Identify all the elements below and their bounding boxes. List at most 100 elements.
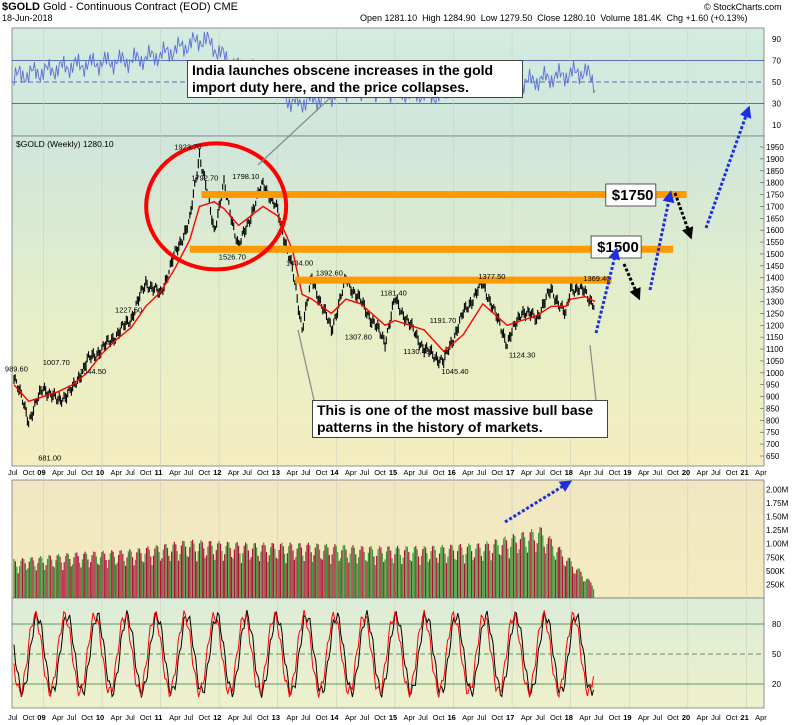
price-annotation: 1227.50 <box>115 306 142 315</box>
bull-base-callout: This is one of the most massive bull bas… <box>312 400 608 438</box>
price-annotation: 1377.50 <box>478 272 505 281</box>
x-tick-label: Jul <box>125 713 135 722</box>
volume-tick-label: 1.75M <box>766 499 789 508</box>
stoch-tick-label: 20 <box>772 680 781 689</box>
change-value: +1.60 (+0.13%) <box>685 13 748 23</box>
low-value: 1279.50 <box>499 13 533 23</box>
level-label-box <box>605 183 657 207</box>
x-tick-label: Oct <box>23 713 36 722</box>
price-tick-label: 1200 <box>766 321 784 330</box>
price-tick-label: 1150 <box>766 333 784 342</box>
price-annotation: 1045.40 <box>441 367 468 376</box>
x-tick-label: Apr <box>755 468 767 477</box>
callout-pointer <box>589 344 597 401</box>
price-annotation: 1007.70 <box>43 358 70 367</box>
x-tick-label: 18 <box>565 468 573 477</box>
price-tick-label: 1750 <box>766 191 784 200</box>
resistance-1500 <box>189 245 674 253</box>
x-tick-label: Apr <box>286 713 298 722</box>
projection-up-arrow <box>648 190 675 291</box>
price-legend: $GOLD (Weekly) 1280.10 <box>16 139 114 149</box>
highlight-circle <box>144 141 289 272</box>
price-tick-label: 1300 <box>766 298 784 307</box>
x-tick-label: Oct <box>667 713 680 722</box>
price-tick-label: 850 <box>766 404 780 413</box>
projection-up-arrow <box>594 247 621 334</box>
price-annotation: 681.00 <box>38 454 61 463</box>
price-tick-label: 1700 <box>766 202 784 211</box>
projection-up-arrow <box>704 105 752 229</box>
x-tick-label: Apr <box>169 713 181 722</box>
x-tick-label: Oct <box>550 468 563 477</box>
volume-tick-label: 1.00M <box>766 540 789 549</box>
price-annotation: 1191.70 <box>430 316 457 325</box>
x-tick-label: Apr <box>169 468 181 477</box>
x-tick-label: Oct <box>726 468 739 477</box>
x-tick-label: Oct <box>23 468 36 477</box>
x-tick-label: Jul <box>418 713 428 722</box>
callout-pointer <box>297 329 315 401</box>
x-tick-label: Apr <box>111 468 123 477</box>
x-tick-label: Oct <box>609 713 622 722</box>
x-tick-label: Apr <box>404 713 416 722</box>
x-tick-label: 17 <box>506 713 514 722</box>
x-tick-label: Apr <box>638 713 650 722</box>
x-tick-label: Oct <box>140 713 153 722</box>
price-tick-label: 1650 <box>766 214 784 223</box>
x-tick-label: Jul <box>711 713 721 722</box>
x-tick-label: 14 <box>330 468 339 477</box>
x-tick-label: Jul <box>8 713 18 722</box>
x-tick-label: 20 <box>682 713 690 722</box>
price-annotation: 1181.40 <box>380 289 407 298</box>
volume-tick-label: 250K <box>766 580 785 589</box>
resistance-1750 <box>201 191 687 199</box>
price-tick-label: 1900 <box>766 155 784 164</box>
x-tick-label: Jul <box>67 468 77 477</box>
x-tick-label: 13 <box>272 468 280 477</box>
price-tick-label: 1000 <box>766 369 784 378</box>
x-tick-label: 17 <box>506 468 514 477</box>
price-annotation: 1130.40 <box>403 347 430 356</box>
rsi-tick-label: 50 <box>772 78 781 87</box>
instrument-name: Gold - Continuous Contract (EOD) <box>42 1 211 13</box>
volume-value: 181.4K <box>632 13 662 23</box>
x-tick-label: Apr <box>579 713 591 722</box>
level-label: $1750 <box>612 187 654 204</box>
open-value: 1281.10 <box>384 13 418 23</box>
x-tick-label: Jul <box>418 468 428 477</box>
x-tick-label: Apr <box>111 713 123 722</box>
projection-down-arrow <box>673 192 694 240</box>
callout-pointer <box>257 97 331 166</box>
price-tick-label: 1250 <box>766 309 784 318</box>
x-tick-label: Oct <box>374 468 387 477</box>
volume-tick-label: 1.25M <box>766 526 789 535</box>
x-tick-label: Apr <box>579 468 591 477</box>
price-annotation: 1044.50 <box>79 367 106 376</box>
x-tick-label: Jul <box>477 713 487 722</box>
price-tick-label: 1850 <box>766 167 784 176</box>
symbol: $GOLD <box>2 1 40 13</box>
x-tick-label: Apr <box>755 713 767 722</box>
x-tick-label: Jul <box>301 468 311 477</box>
price-annotation: 1392.60 <box>316 268 343 277</box>
volume-tick-label: 1.50M <box>766 513 789 522</box>
rsi-tick-label: 10 <box>772 121 781 130</box>
x-tick-label: Oct <box>198 713 211 722</box>
x-tick-label: 20 <box>682 468 690 477</box>
x-tick-label: Oct <box>81 468 94 477</box>
x-tick-label: Jul <box>360 713 370 722</box>
x-tick-label: Oct <box>316 468 329 477</box>
price-tick-label: 650 <box>766 452 780 461</box>
x-tick-label: Apr <box>462 713 474 722</box>
x-tick-label: Jul <box>184 468 194 477</box>
x-tick-label: Jul <box>125 468 135 477</box>
x-tick-label: Oct <box>257 468 270 477</box>
x-tick-label: Oct <box>257 713 270 722</box>
x-tick-label: Jul <box>67 713 77 722</box>
x-tick-label: Oct <box>316 713 329 722</box>
x-tick-label: 11 <box>154 468 162 477</box>
x-tick-label: Jul <box>594 468 604 477</box>
volume-tick-label: 750K <box>766 553 785 562</box>
x-tick-label: Apr <box>404 468 416 477</box>
